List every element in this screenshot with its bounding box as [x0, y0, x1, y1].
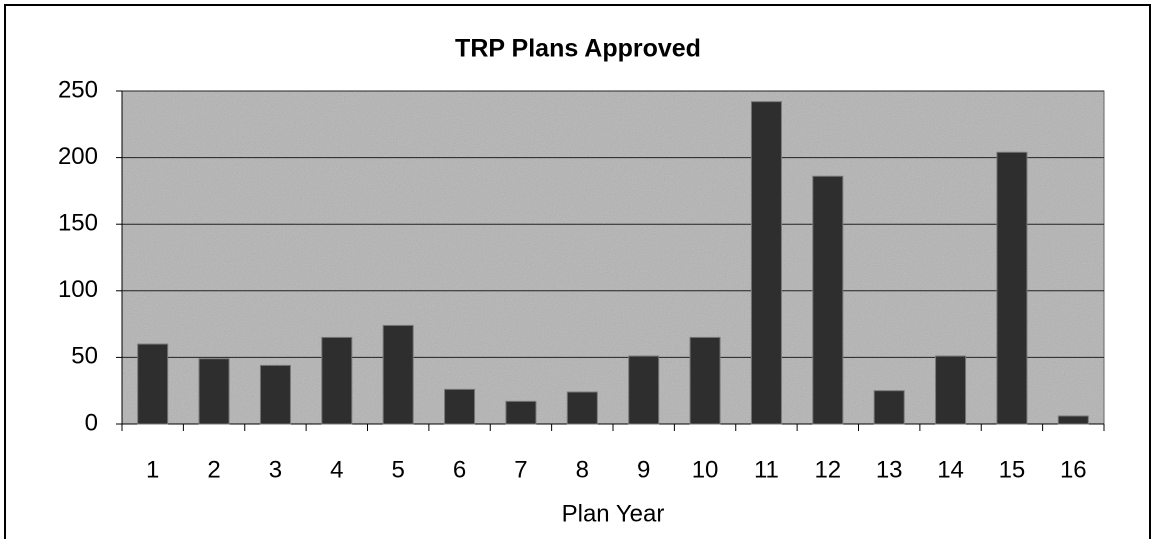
x-tick-label: 15 [999, 456, 1026, 483]
x-tick-label: 4 [330, 456, 343, 483]
bar [259, 364, 291, 425]
bar [750, 101, 782, 425]
bar [812, 175, 844, 425]
y-tick-label: 200 [58, 143, 98, 170]
bar [1057, 415, 1089, 425]
x-tick-label: 8 [576, 456, 589, 483]
x-tick-label: 7 [514, 456, 527, 483]
bar [628, 355, 660, 425]
x-axis-label: Plan Year [562, 500, 665, 527]
bar [444, 388, 476, 425]
bar [566, 391, 598, 425]
x-tick-label: 10 [692, 456, 719, 483]
bar [996, 151, 1028, 425]
bar [198, 358, 230, 425]
x-tick-label: 13 [876, 456, 903, 483]
x-tick-label: 1 [146, 456, 159, 483]
bar [137, 343, 169, 425]
y-tick-label: 250 [58, 76, 98, 103]
x-tick-label: 12 [814, 456, 841, 483]
x-tick-label: 11 [754, 456, 779, 483]
x-tick-label: 14 [937, 456, 964, 483]
x-tick-label: 16 [1060, 456, 1087, 483]
x-tick-label: 9 [637, 456, 650, 483]
bar [873, 390, 905, 425]
bar [505, 400, 537, 425]
chart-title: TRP Plans Approved [455, 35, 701, 63]
x-tick-label: 5 [392, 456, 405, 483]
y-tick-label: 100 [58, 276, 98, 303]
y-tick-label: 0 [85, 409, 98, 436]
bar [935, 355, 967, 425]
bar [382, 324, 414, 425]
bar [321, 336, 353, 425]
bar [689, 336, 721, 425]
y-tick-label: 50 [71, 343, 98, 370]
x-tick-label: 2 [207, 456, 220, 483]
x-tick-label: 3 [269, 456, 282, 483]
y-tick-label: 150 [58, 210, 98, 237]
x-tick-label: 6 [453, 456, 466, 483]
